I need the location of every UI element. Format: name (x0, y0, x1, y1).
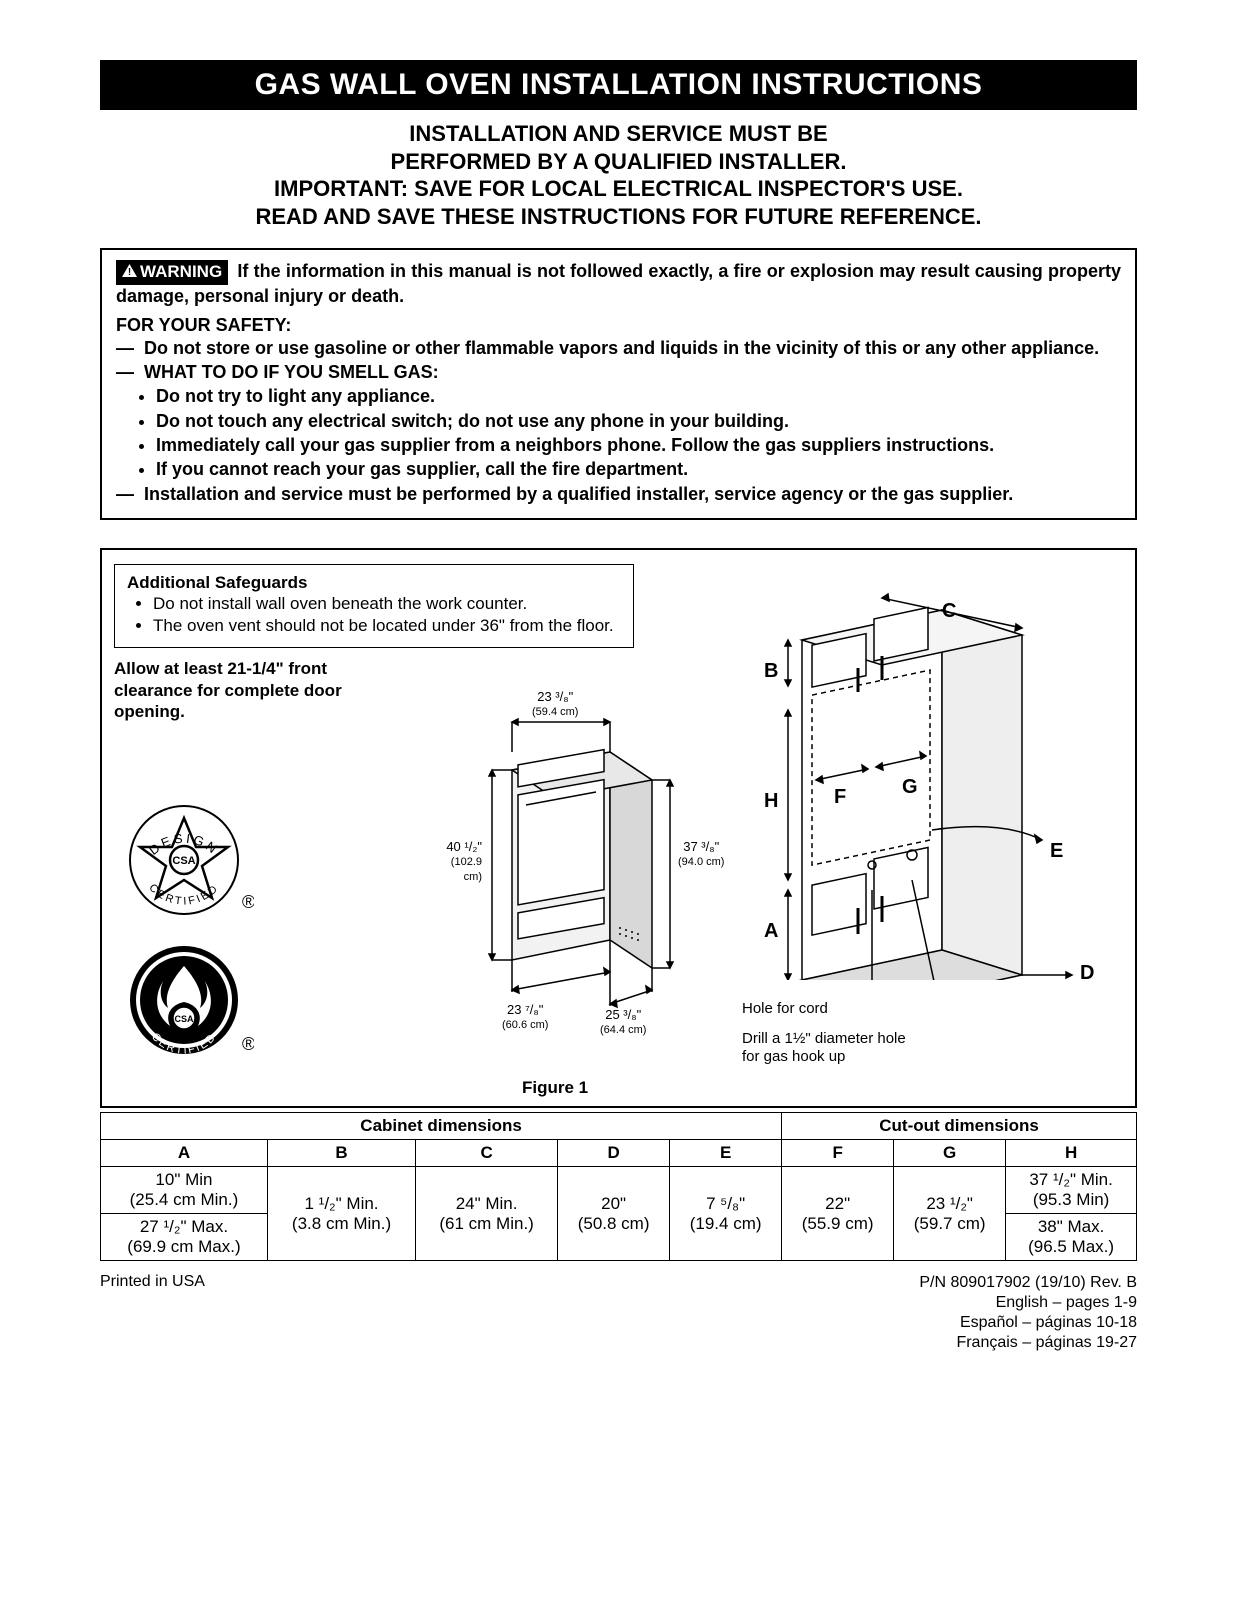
page-title: GAS WALL OVEN INSTALLATION INSTRUCTIONS (100, 60, 1137, 110)
certification-badges: CSA DESIGN CERTIFIED ® CSA CERTIFIED ® (124, 800, 254, 1085)
label-H: H (764, 790, 778, 813)
col-E: E (670, 1140, 782, 1167)
warning-body: If the information in this manual is not… (116, 261, 1121, 306)
dim-right-height: 37 ³/₈"(94.0 cm) (678, 840, 724, 869)
footer: Printed in USA P/N 809017902 (19/10) Rev… (100, 1273, 1137, 1353)
safeguards-item: The oven vent should not be located unde… (153, 615, 621, 637)
safety-dash-item: —Do not store or use gasoline or other f… (116, 337, 1121, 360)
safety-heading: FOR YOUR SAFETY: (116, 314, 1121, 337)
svg-text:®: ® (242, 1034, 254, 1054)
safety-dash-text: Installation and service must be perform… (144, 483, 1013, 506)
safeguards-title: Additional Safeguards (127, 573, 621, 593)
dim-bottom-left: 23 ⁷/₈"(60.6 cm) (502, 1003, 548, 1032)
label-C: C (942, 600, 956, 623)
col-F: F (782, 1140, 894, 1167)
svg-text:CSA: CSA (172, 855, 195, 867)
warning-box: ! WARNING If the information in this man… (100, 248, 1137, 520)
label-B: B (764, 660, 778, 683)
col-G: G (894, 1140, 1006, 1167)
dim-top-width: 23 ³/₈"(59.4 cm) (532, 690, 578, 719)
svg-text:CSA: CSA (174, 1014, 194, 1024)
drill-note: Drill a 1½" diameter hole for gas hook u… (742, 1030, 922, 1066)
subtitle-line: IMPORTANT: SAVE FOR LOCAL ELECTRICAL INS… (100, 175, 1137, 203)
safeguards-box: Additional Safeguards Do not install wal… (114, 564, 634, 648)
label-E: E (1050, 840, 1063, 863)
footer-right: P/N 809017902 (19/10) Rev. B English – p… (919, 1273, 1137, 1353)
cell-G: 23 ¹/₂"(59.7 cm) (894, 1167, 1006, 1261)
cell-B: 1 ¹/₂" Min.(3.8 cm Min.) (267, 1167, 415, 1261)
figure-section: Additional Safeguards Do not install wal… (100, 548, 1137, 1108)
col-B: B (267, 1140, 415, 1167)
dimensions-table: Cabinet dimensions Cut-out dimensions A … (100, 1112, 1137, 1261)
footer-line: Français – páginas 19-27 (919, 1333, 1137, 1353)
dim-left-height: 40 ¹/₂"(102.9 cm) (432, 840, 482, 883)
label-F: F (834, 786, 846, 809)
cell-H-min: 37 ¹/₂" Min.(95.3 Min) (1006, 1167, 1137, 1214)
label-A: A (764, 920, 778, 943)
safety-bullet: If you cannot reach your gas supplier, c… (156, 458, 1121, 481)
dim-bottom-right: 25 ³/₈"(64.4 cm) (600, 1008, 646, 1037)
cell-A-max: 27 ¹/₂" Max.(69.9 cm Max.) (101, 1214, 268, 1261)
cell-E: 7 ⁵/₈"(19.4 cm) (670, 1167, 782, 1261)
table-header-cabinet: Cabinet dimensions (101, 1113, 782, 1140)
svg-text:CERTIFIED: CERTIFIED (146, 882, 221, 908)
warning-triangle-icon: ! (122, 261, 137, 283)
safety-dash-text: WHAT TO DO IF YOU SMELL GAS: (144, 361, 439, 384)
footer-line: English – pages 1-9 (919, 1293, 1137, 1313)
warning-badge: ! WARNING (116, 260, 228, 285)
subtitle-block: INSTALLATION AND SERVICE MUST BE PERFORM… (100, 120, 1137, 230)
safety-dash-text: Do not store or use gasoline or other fl… (144, 337, 1099, 360)
safety-bullet: Do not touch any electrical switch; do n… (156, 410, 1121, 433)
footer-left: Printed in USA (100, 1273, 205, 1353)
col-C: C (416, 1140, 558, 1167)
col-D: D (558, 1140, 670, 1167)
safeguards-list: Do not install wall oven beneath the wor… (127, 593, 621, 637)
safety-bullet: Do not try to light any appliance. (156, 385, 1121, 408)
subtitle-line: INSTALLATION AND SERVICE MUST BE (100, 120, 1137, 148)
safeguards-item: Do not install wall oven beneath the wor… (153, 593, 621, 615)
subtitle-line: PERFORMED BY A QUALIFIED INSTALLER. (100, 148, 1137, 176)
footer-line: Español – páginas 10-18 (919, 1313, 1137, 1333)
table-header-cutout: Cut-out dimensions (782, 1113, 1137, 1140)
diagram-area: 23 ³/₈"(59.4 cm) 40 ¹/₂"(102.9 cm) 37 ³/… (402, 690, 1102, 1090)
design-certified-icon: CSA DESIGN CERTIFIED ® CSA CERTIFIED ® (124, 800, 254, 1080)
clearance-note: Allow at least 21-1/4" front clearance f… (114, 658, 384, 722)
safety-bullet: Immediately call your gas supplier from … (156, 434, 1121, 457)
warning-text: ! WARNING If the information in this man… (116, 260, 1121, 308)
safety-dash-item: —Installation and service must be perfor… (116, 483, 1121, 506)
svg-text:®: ® (242, 892, 254, 912)
col-A: A (101, 1140, 268, 1167)
cell-H-max: 38" Max.(96.5 Max.) (1006, 1214, 1137, 1261)
subtitle-line: READ AND SAVE THESE INSTRUCTIONS FOR FUT… (100, 203, 1137, 231)
footer-line: P/N 809017902 (19/10) Rev. B (919, 1273, 1137, 1293)
cell-A-min: 10" Min(25.4 cm Min.) (101, 1167, 268, 1214)
label-G: G (902, 776, 918, 799)
cell-D: 20"(50.8 cm) (558, 1167, 670, 1261)
col-H: H (1006, 1140, 1137, 1167)
svg-text:DESIGN: DESIGN (146, 831, 222, 858)
svg-text:!: ! (128, 267, 131, 277)
warning-badge-label: WARNING (140, 262, 222, 281)
safety-dash-item: —WHAT TO DO IF YOU SMELL GAS: (116, 361, 1121, 384)
label-D: D (1080, 962, 1094, 985)
cell-F: 22"(55.9 cm) (782, 1167, 894, 1261)
figure-label: Figure 1 (522, 1078, 588, 1098)
safety-bullets: Do not try to light any appliance. Do no… (116, 385, 1121, 482)
cell-C: 24" Min.(61 cm Min.) (416, 1167, 558, 1261)
cord-note: Hole for cord (742, 1000, 828, 1018)
cabinet-diagram-icon (742, 580, 1102, 980)
